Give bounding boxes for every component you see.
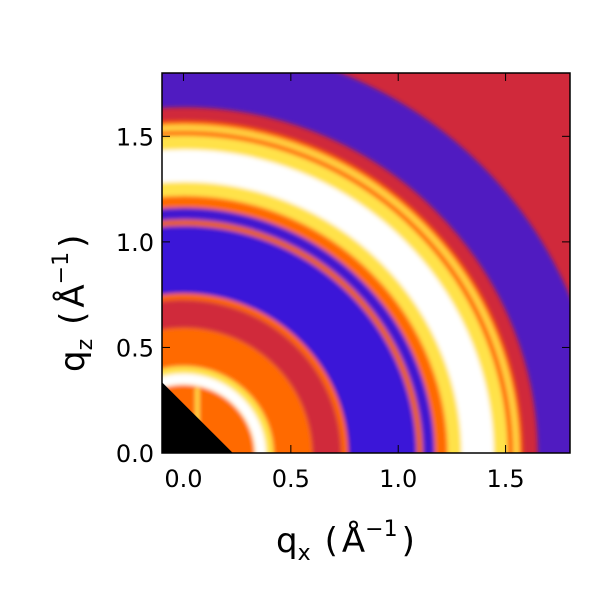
ring-0-36-white-core (162, 373, 267, 453)
y-axis-ticks: 0.0 0.5 1.0 1.5 (116, 123, 570, 468)
x-axis-label-open: ( (325, 521, 338, 561)
plot-frame (161, 72, 571, 454)
ring-1-10-thin (162, 219, 423, 453)
x-axis-ticks: 0.0 0.5 1.0 1.5 (164, 73, 525, 493)
ring-main-white-core (162, 149, 494, 453)
x-tick-label: 0.0 (164, 465, 202, 493)
y-axis-label-exp: −1 (49, 252, 74, 284)
beamstop-mask (162, 382, 233, 453)
x-axis-label-unit: Å (342, 520, 365, 561)
ring-inner-red-band (162, 300, 341, 453)
y-axis-label-sub: z (73, 339, 98, 351)
y-tick-label: 0.5 (116, 334, 154, 362)
x-tick-label: 1.0 (379, 465, 417, 493)
x-axis-label-q: q (276, 521, 298, 561)
y-axis-label-close: ) (53, 235, 93, 248)
y-axis-label-unit: Å (52, 284, 93, 307)
ring-outer-blue-halo (162, 73, 570, 453)
y-axis-label-q: q (53, 350, 93, 372)
ring-blue-band (162, 228, 414, 453)
x-axis-label-exp: −1 (365, 517, 397, 542)
y-tick-label: 0.0 (116, 440, 154, 468)
ring-outer-thin (162, 124, 520, 453)
plot-area (162, 73, 570, 453)
y-axis-label-open: ( (53, 312, 93, 325)
y-tick-label: 1.5 (116, 123, 154, 151)
x-tick-label: 1.5 (486, 465, 524, 493)
ring-0-75-thin (162, 293, 348, 453)
y-tick-label: 1.0 (116, 229, 154, 257)
y-axis-label: qz ( Å−1) (49, 235, 98, 372)
x-axis-label-sub: x (298, 541, 311, 566)
x-tick-label: 0.5 (272, 465, 310, 493)
ring-inner-orange-halo (162, 327, 313, 453)
x-axis-label: qx (Å−1) (276, 517, 415, 566)
x-axis-label-close: ) (402, 521, 415, 561)
